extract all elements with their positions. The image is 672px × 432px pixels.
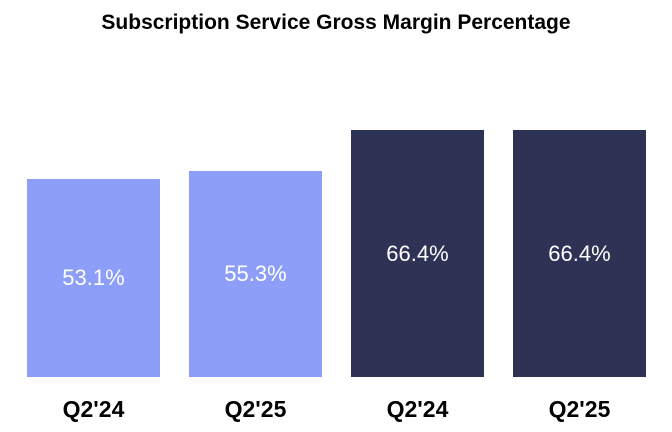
chart-title: Subscription Service Gross Margin Percen… xyxy=(101,11,571,34)
bar-value-label: 66.4% xyxy=(548,240,611,266)
x-axis-label: Q2'25 xyxy=(548,396,611,422)
bar-q224-dark: 66.4% xyxy=(351,130,484,377)
bar-value-label: 66.4% xyxy=(386,240,449,266)
bar-value-label: 53.1% xyxy=(62,265,125,290)
x-axis-label: Q2'24 xyxy=(386,396,449,422)
x-axis-label: Q2'25 xyxy=(224,396,287,422)
bar-q225-dark: 66.4% xyxy=(513,130,646,377)
x-axis-label: Q2'24 xyxy=(62,396,125,422)
bar-q224-light: 53.1% xyxy=(27,179,160,377)
bar-value-label: 55.3% xyxy=(224,261,287,286)
bar-q225-light: 55.3% xyxy=(189,171,322,377)
x-axis-labels: Q2'24 Q2'25 Q2'24 Q2'25 xyxy=(27,396,646,423)
plot-area: 53.1% 55.3% 66.4% 66.4% xyxy=(27,130,646,377)
